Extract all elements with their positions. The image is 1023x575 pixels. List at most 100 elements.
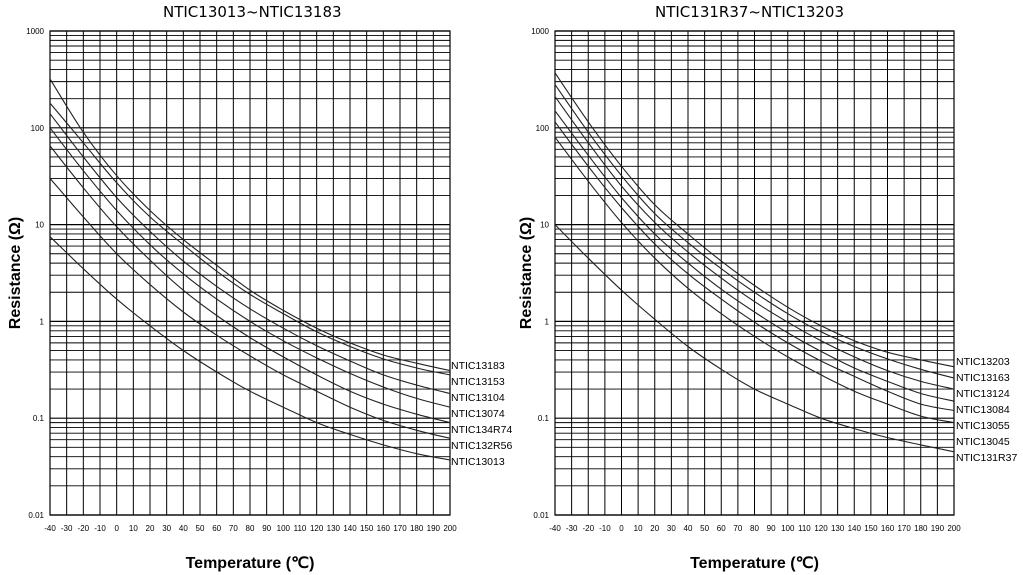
x-tick-label: 100	[277, 524, 291, 533]
x-tick-label: 10	[634, 524, 643, 533]
x-tick-label: -40	[549, 524, 561, 533]
x-tick-label: 110	[294, 524, 307, 533]
plot-frame	[554, 30, 955, 516]
series-label: NTIC13163	[956, 372, 1010, 384]
series-line-ntic13124	[554, 96, 955, 390]
x-tick-label: 130	[327, 524, 341, 533]
series-label: NTIC132R56	[451, 440, 512, 452]
series-line-ntic13084	[554, 110, 955, 402]
x-tick-label: 60	[717, 524, 726, 533]
x-tick-label: 100	[781, 524, 795, 533]
x-tick-label: 70	[229, 524, 238, 533]
x-tick-label: -40	[44, 524, 56, 533]
y-tick-label: 10	[540, 221, 549, 230]
y-tick-label: 0.1	[538, 414, 550, 423]
series-line-ntic13013	[49, 236, 451, 461]
y-tick-label: 0.01	[28, 511, 44, 520]
y-axis-title: Resistance (Ω)	[7, 217, 24, 329]
resistance-temperature-chart-right: -40 -30 -20 -10 0 10 20 30 40 50 60 70 80 90 100 110 120…	[518, 27, 1017, 572]
x-tick-label: 30	[162, 524, 171, 533]
x-tick-label: -30	[61, 524, 73, 533]
series-line-ntic13104	[49, 113, 451, 395]
series-line-ntic13045	[554, 136, 955, 424]
y-tick-label: 100	[31, 124, 45, 133]
x-tick-label: 80	[246, 524, 255, 533]
x-tick-label: 10	[129, 524, 138, 533]
x-tick-label: 130	[831, 524, 845, 533]
y-tick-label: 0.01	[533, 511, 549, 520]
grid	[554, 30, 955, 516]
chart-title-left: NTIC13013~NTIC13183	[163, 3, 342, 21]
series-label: NTIC131R37	[956, 452, 1017, 464]
y-tick-label: 1000	[531, 27, 549, 36]
series-line-ntic131r37	[554, 224, 955, 453]
series-line-ntic13055	[554, 121, 955, 412]
series-label: NTIC134R74	[451, 424, 512, 436]
x-tick-label: 90	[767, 524, 776, 533]
series-line-ntic132r56	[49, 178, 451, 439]
series-line-ntic13153	[49, 102, 451, 376]
x-tick-label: -20	[78, 524, 90, 533]
y-tick-label: 100	[536, 124, 550, 133]
chart-title-right: NTIC131R37~NTIC13203	[655, 3, 844, 21]
y-axis-title: Resistance (Ω)	[518, 217, 535, 329]
series-label: NTIC13045	[956, 436, 1010, 448]
series-label: NTIC13074	[451, 408, 505, 420]
series-label: NTIC13104	[451, 392, 505, 404]
series-label: NTIC13203	[956, 356, 1010, 368]
series-line-ntic134r74	[49, 145, 451, 424]
resistance-temperature-chart-left: -40 -30 -20 -10 0 10 20 30 40 50 60 70 80 90 100 110 120…	[7, 27, 512, 572]
series-label: NTIC13153	[451, 376, 505, 388]
x-tick-label: 190	[427, 524, 441, 533]
y-tick-label: 1	[545, 317, 550, 326]
series-line-ntic13163	[554, 84, 955, 379]
series-label: NTIC13124	[956, 388, 1010, 400]
x-tick-label: 40	[684, 524, 693, 533]
series-label: NTIC13055	[956, 420, 1010, 432]
x-tick-label: 160	[881, 524, 895, 533]
x-tick-label: -20	[582, 524, 594, 533]
series-curves	[49, 78, 451, 461]
x-tick-label: 80	[750, 524, 759, 533]
x-tick-label: 60	[212, 524, 221, 533]
x-tick-label: 20	[650, 524, 659, 533]
x-tick-label: 180	[410, 524, 424, 533]
series-label: NTIC13084	[956, 404, 1010, 416]
x-tick-label: 110	[798, 524, 811, 533]
x-tick-label: 150	[360, 524, 374, 533]
x-tick-label: 150	[864, 524, 878, 533]
x-tick-label: 30	[667, 524, 676, 533]
series-label: NTIC13013	[451, 456, 505, 468]
x-tick-label: -10	[599, 524, 611, 533]
series-line-ntic13203	[554, 72, 955, 368]
x-tick-label: 140	[343, 524, 357, 533]
x-tick-label: -10	[94, 524, 106, 533]
x-tick-label: 50	[700, 524, 709, 533]
x-tick-label: 200	[947, 524, 961, 533]
x-tick-label: 120	[814, 524, 828, 533]
x-tick-label: 160	[377, 524, 391, 533]
x-tick-label: 70	[733, 524, 742, 533]
x-tick-label: 180	[914, 524, 928, 533]
series-curves	[554, 72, 955, 453]
series-label: NTIC13183	[451, 360, 505, 372]
y-tick-label: 0.1	[33, 414, 45, 423]
series-line-ntic13074	[49, 127, 451, 408]
y-tick-label: 1	[40, 317, 45, 326]
x-tick-label: 120	[310, 524, 324, 533]
x-tick-label: 20	[146, 524, 155, 533]
x-tick-label: 190	[931, 524, 945, 533]
x-axis-title: Temperature (℃)	[186, 555, 315, 572]
x-tick-label: 90	[262, 524, 271, 533]
x-tick-label: 170	[393, 524, 407, 533]
x-tick-label: 0	[114, 524, 119, 533]
series-line-ntic13183	[49, 78, 451, 372]
x-tick-label: 170	[897, 524, 911, 533]
x-tick-label: 40	[179, 524, 188, 533]
x-tick-label: 0	[619, 524, 624, 533]
x-tick-label: 140	[848, 524, 862, 533]
plot-frame	[49, 30, 451, 516]
y-tick-label: 1000	[26, 27, 44, 36]
x-tick-label: -30	[566, 524, 578, 533]
x-tick-label: 50	[196, 524, 205, 533]
